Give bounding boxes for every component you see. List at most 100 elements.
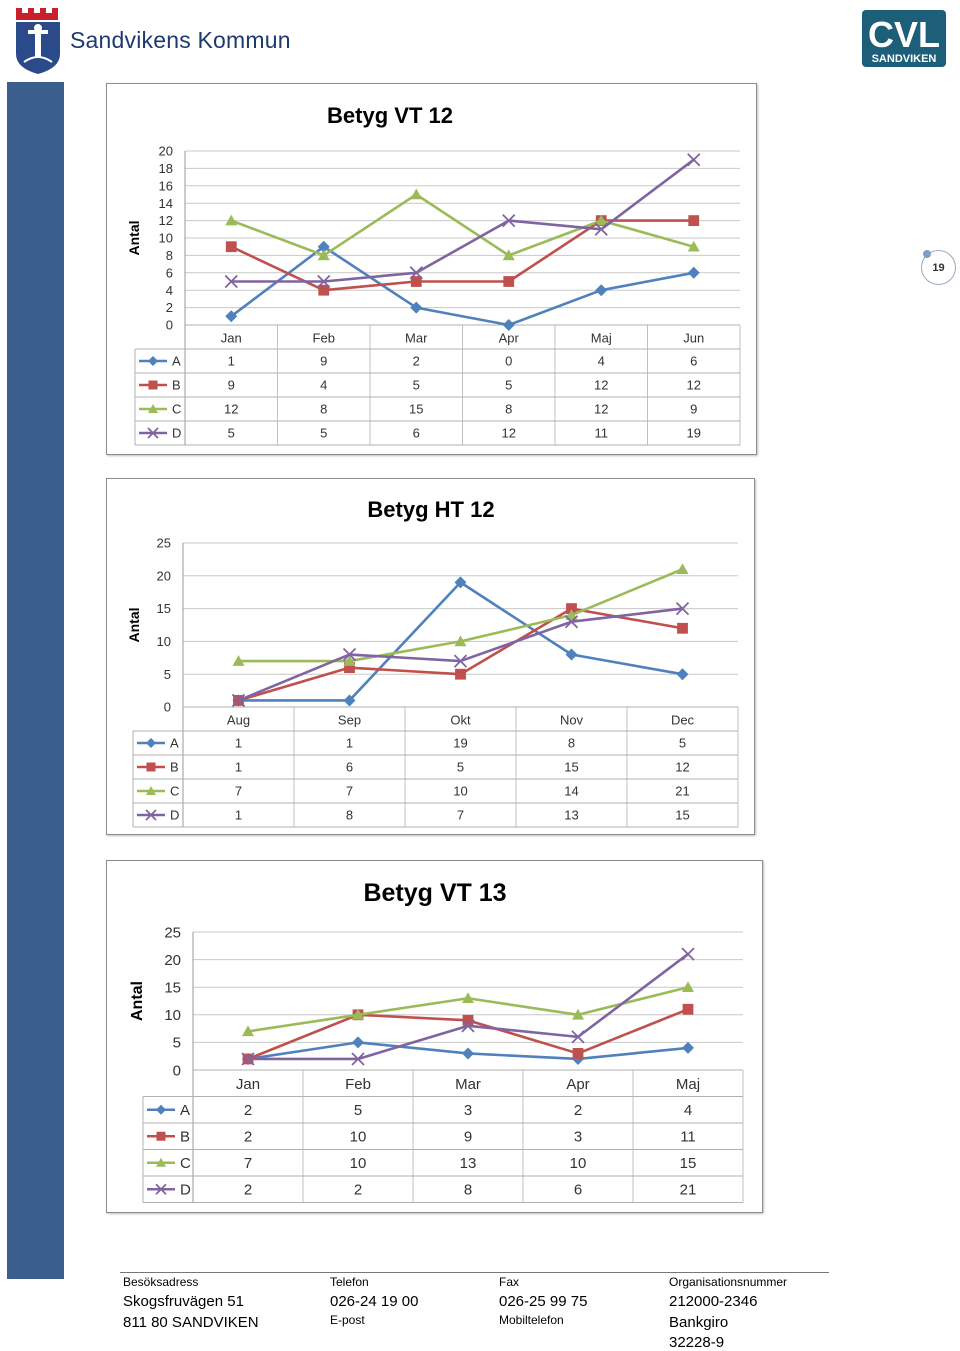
table-cell-C: 10 (453, 784, 467, 799)
y-tick-label: 12 (159, 213, 173, 228)
data-point-D (231, 693, 246, 708)
legend-marker-B (156, 1131, 166, 1141)
y-tick-label: 20 (164, 952, 181, 969)
municipality-name: Sandvikens Kommun (70, 27, 291, 53)
data-point-C (454, 635, 467, 647)
legend-label-A: A (170, 736, 179, 751)
x-category-label: Feb (345, 1076, 371, 1093)
series-line-D (238, 607, 683, 702)
x-category-label: Nov (560, 712, 584, 727)
y-tick-label: 15 (157, 601, 171, 616)
data-point-B (462, 1014, 474, 1026)
table-cell-C: 7 (235, 784, 242, 799)
y-axis-label: Antal (126, 608, 142, 643)
cvl-logo-text: CVL (868, 14, 940, 55)
footer-bankgiro-value: 32228-9 (669, 1334, 725, 1351)
data-point-A (225, 310, 238, 323)
legend-label-B: B (172, 378, 181, 393)
table-cell-A: 9 (320, 354, 327, 369)
legend-label-C: C (170, 784, 179, 799)
table-cell-A: 4 (598, 354, 605, 369)
legend-marker-C (156, 1157, 166, 1167)
legend-marker-A (156, 1104, 166, 1115)
table-cell-C: 9 (690, 402, 697, 417)
table-cell-C: 21 (675, 784, 689, 799)
data-point-B (682, 1003, 694, 1015)
data-point-D (453, 654, 468, 668)
data-point-A (317, 240, 330, 253)
table-cell-A: 3 (464, 1102, 472, 1119)
data-point-A (352, 1036, 364, 1049)
data-point-B (318, 284, 330, 296)
table-cell-D: 8 (346, 808, 353, 823)
data-point-D (594, 222, 608, 236)
data-point-B (225, 241, 237, 253)
legend-marker-C (146, 786, 156, 795)
data-point-B (455, 668, 466, 680)
data-point-A (410, 301, 423, 314)
legend-label-D: D (170, 808, 179, 823)
data-point-A (595, 284, 608, 297)
legend-marker-D (145, 809, 157, 821)
x-category-label: Apr (566, 1076, 589, 1093)
legend-marker-A (146, 738, 156, 748)
table-cell-B: 10 (350, 1129, 367, 1146)
footer-fax-value: 026-25 99 75 (499, 1293, 588, 1310)
series-line-D (248, 953, 689, 1061)
table-cell-B: 12 (675, 760, 689, 775)
y-tick-label: 2 (166, 300, 173, 315)
data-point-B (344, 662, 355, 674)
footer-bankgiro-label: Bankgiro (669, 1314, 729, 1331)
data-point-C (225, 214, 238, 226)
table-cell-A: 2 (244, 1102, 252, 1119)
data-point-D (681, 947, 695, 961)
legend-label-A: A (180, 1102, 190, 1119)
footer-phone-label: Telefon (330, 1275, 369, 1289)
chart-title: Betyg VT 13 (363, 879, 506, 907)
x-category-label: Jun (683, 330, 704, 345)
y-tick-label: 14 (159, 196, 173, 211)
data-point-C (343, 655, 356, 666)
chart-title: Betyg HT 12 (367, 497, 494, 522)
data-point-B (572, 1048, 584, 1059)
data-point-D (502, 213, 516, 228)
table-cell-D: 7 (457, 808, 464, 823)
data-point-C (502, 249, 515, 261)
data-point-C (232, 655, 245, 666)
x-category-label: Mar (455, 1076, 481, 1093)
table-cell-A: 6 (690, 354, 697, 369)
cvl-sandviken-logo: CVL SANDVIKEN (862, 10, 946, 67)
data-point-A (502, 319, 515, 331)
legend-marker-D (147, 427, 159, 439)
data-point-D (241, 1052, 255, 1066)
chart-betyg-vt13: Betyg VT 13 Antal 0 5 10 15 20 25 Jan Feb Mar Apr Ma… (106, 860, 763, 1213)
legend-marker-B (146, 762, 156, 772)
table-cell-D: 19 (687, 426, 701, 441)
x-category-label: Maj (591, 330, 612, 345)
table-cell-A: 1 (346, 736, 353, 751)
x-category-label: Jan (236, 1076, 260, 1093)
legend-label-B: B (170, 760, 179, 775)
table-cell-C: 8 (505, 402, 512, 417)
sandviken-coat-of-arms-logo (16, 8, 60, 74)
data-point-C (676, 563, 689, 575)
table-cell-B: 1 (235, 760, 242, 775)
series-line-D (231, 158, 695, 283)
data-point-D (461, 1019, 475, 1033)
table-cell-B: 5 (505, 378, 512, 393)
table-cell-A: 1 (228, 354, 235, 369)
table-cell-C: 12 (594, 402, 608, 417)
footer-org-value: 212000-2346 (669, 1293, 758, 1310)
table-cell-B: 5 (413, 378, 420, 393)
y-tick-label: 18 (159, 161, 173, 176)
table-cell-C: 15 (409, 402, 423, 417)
data-point-C (410, 188, 423, 200)
x-category-label: Sep (338, 712, 361, 727)
y-tick-label: 15 (164, 979, 181, 996)
x-category-label: Apr (499, 330, 520, 345)
table-cell-B: 15 (564, 760, 578, 775)
page-number-dot-icon (923, 250, 931, 258)
series-line-A (230, 245, 694, 327)
table-cell-C: 10 (570, 1155, 587, 1172)
table-cell-B: 9 (464, 1129, 472, 1146)
